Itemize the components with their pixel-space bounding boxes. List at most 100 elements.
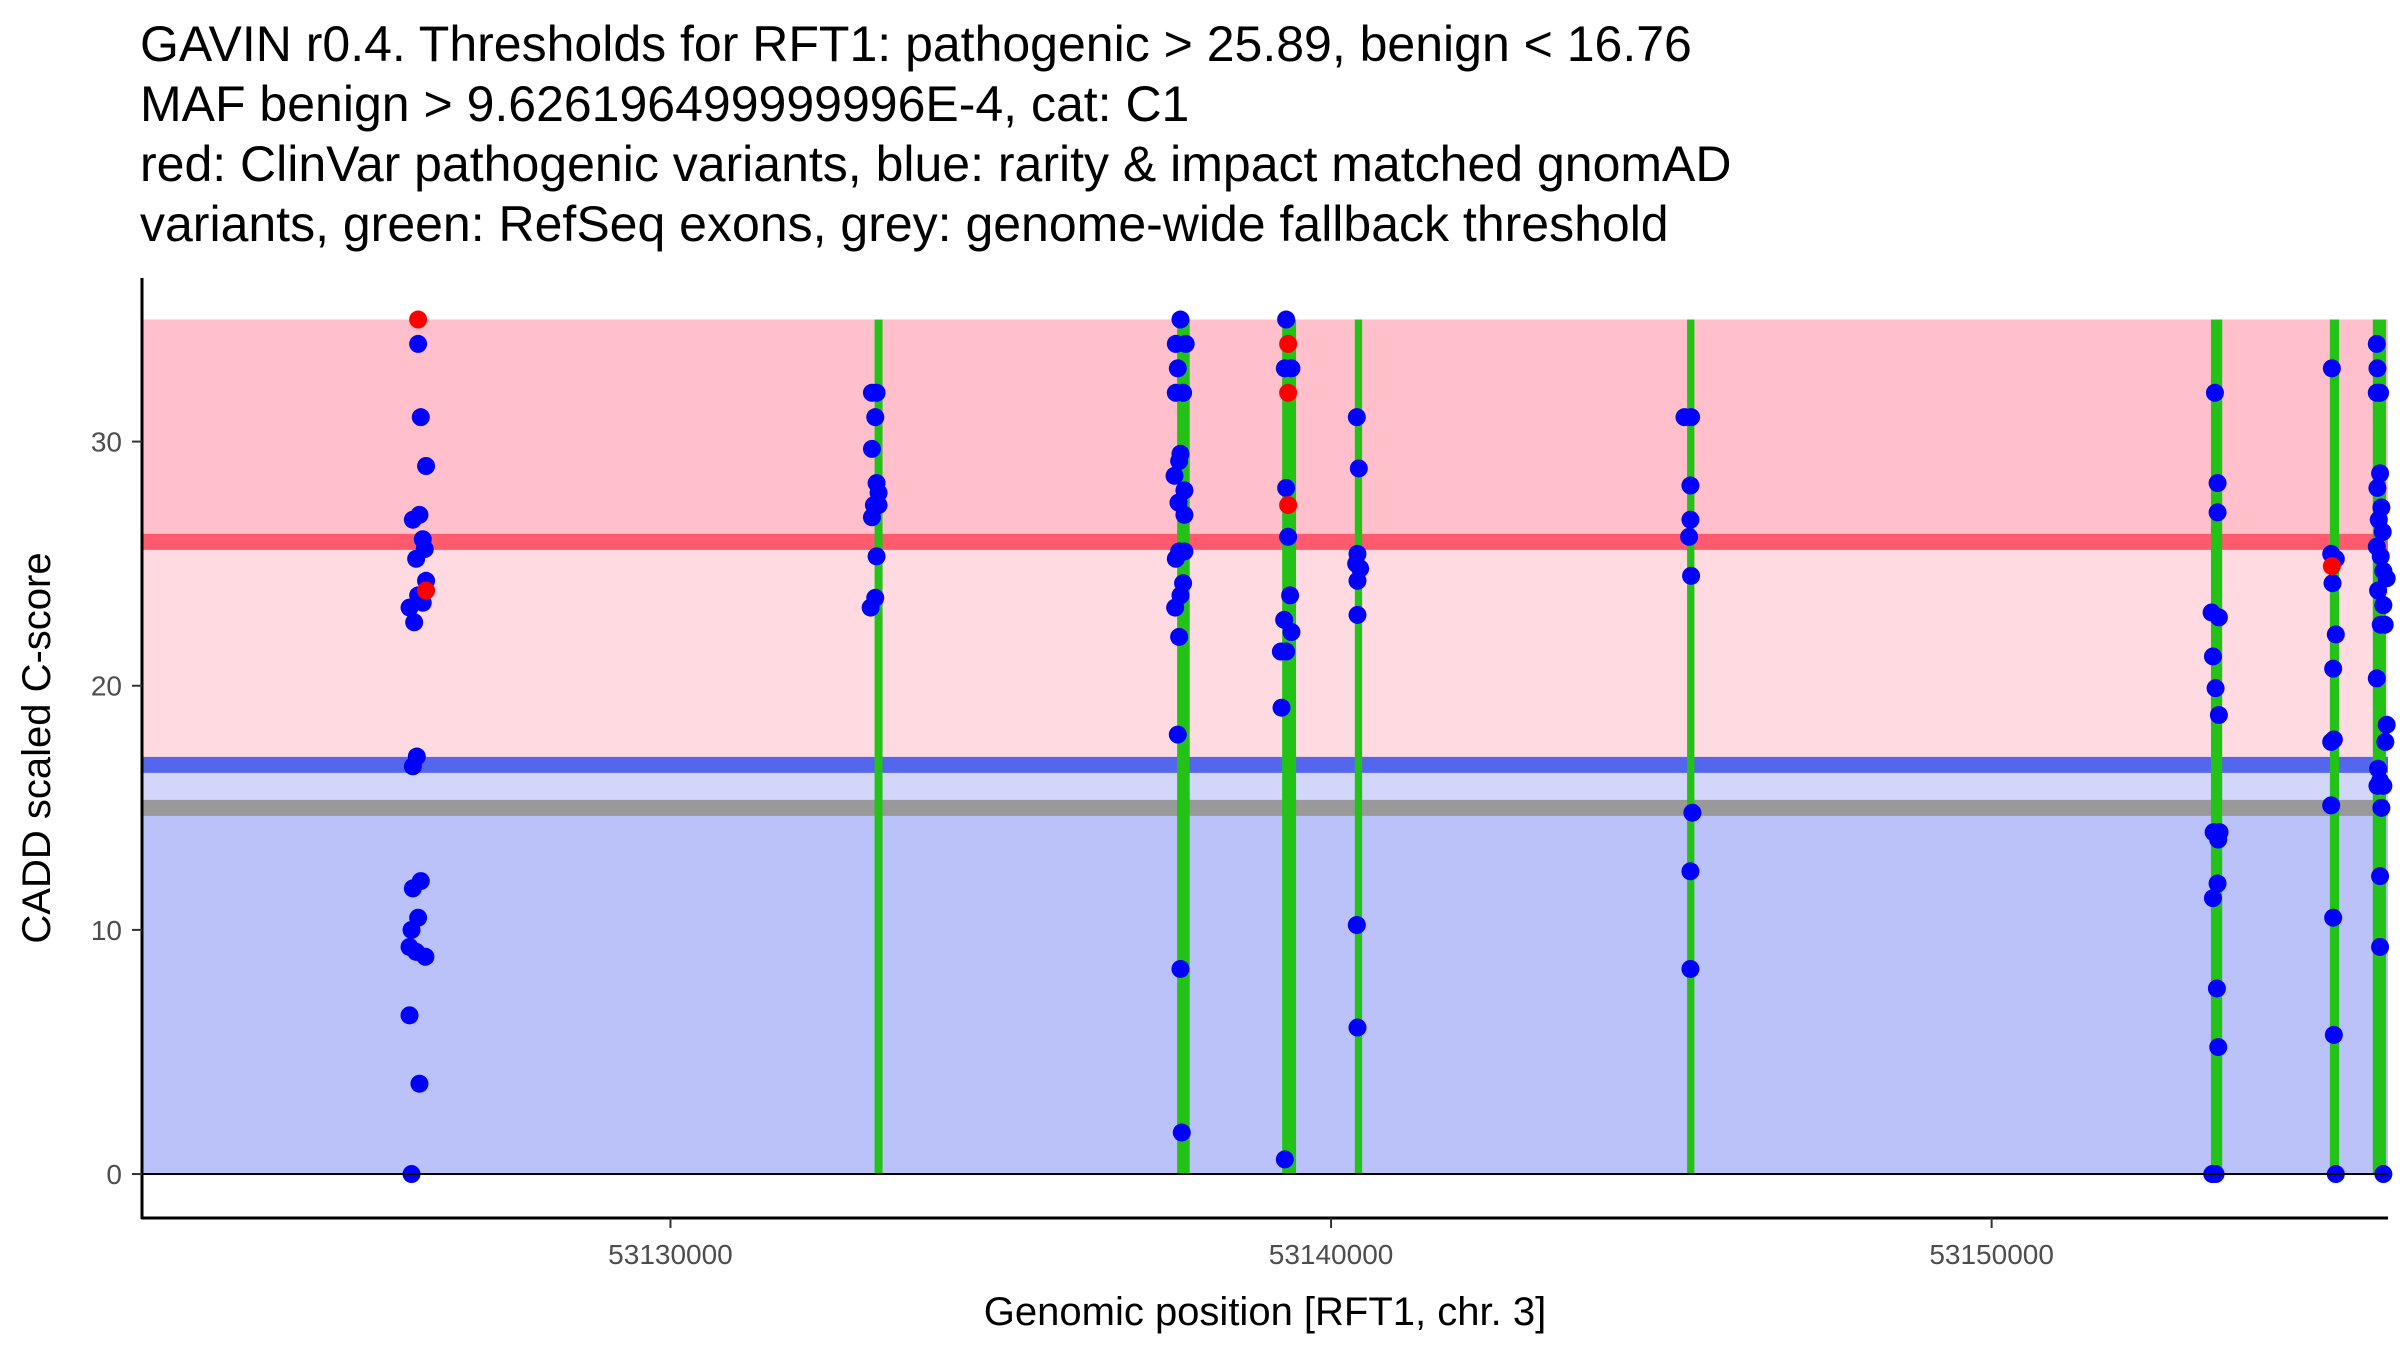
gnomad-point [2374, 776, 2393, 795]
clinvar-point [2322, 557, 2341, 576]
gnomad-point [1170, 452, 1189, 471]
gnomad-point [2209, 608, 2228, 627]
y-tick-label: 10 [91, 915, 122, 946]
gnomad-point [2376, 732, 2395, 751]
exon-bar [2210, 319, 2223, 1175]
title-line-2: MAF benign > 9.626196499999996E-4, cat: … [140, 76, 1190, 132]
gnomad-point [1682, 408, 1701, 427]
gnomad-point [410, 1074, 429, 1093]
gnomad-point [407, 549, 426, 568]
gnomad-point [411, 408, 430, 427]
gnomad-point [2367, 669, 2386, 688]
threshold-regions [142, 319, 2388, 1175]
gnomad-point [2368, 478, 2387, 497]
gnomad-point [1275, 1150, 1294, 1169]
gnomad-point [1171, 310, 1190, 329]
gnomad-point [1171, 959, 1190, 978]
gnomad-point [1282, 359, 1301, 378]
gnomad-point [1176, 334, 1195, 353]
gnomad-point [2371, 867, 2390, 886]
gnomad-point [862, 439, 881, 458]
gnomad-point [867, 383, 886, 402]
pathogenic-region [142, 319, 2388, 542]
gnomad-point [410, 505, 429, 524]
gnomad-point [2324, 1025, 2343, 1044]
y-axis-ticks: 0 10 20 30 [91, 427, 142, 1190]
clinvar-point [417, 581, 436, 600]
gnomad-point [1165, 466, 1184, 485]
gnomad-point [2209, 830, 2228, 849]
gnomad-point [400, 1006, 419, 1025]
y-tick-label: 30 [91, 427, 122, 458]
gnomad-point [2377, 715, 2396, 734]
gnomad-point [1681, 510, 1700, 529]
gnomad-point [1348, 1018, 1367, 1037]
gnomad-point [2323, 574, 2342, 593]
variant-points [400, 310, 2396, 1184]
gnomad-point [2208, 474, 2227, 493]
gnomad-point [867, 547, 886, 566]
gnomad-point [1166, 598, 1185, 617]
gnomad-point [1174, 383, 1193, 402]
gnomad-point [2371, 464, 2390, 483]
gnomad-point [1277, 642, 1296, 661]
exon-bar [874, 319, 883, 1175]
gnomad-point [866, 408, 885, 427]
x-tick-label: 53150000 [1929, 1239, 2054, 1270]
gnomad-point [2324, 908, 2343, 927]
y-axis-title: CADD scaled C-score [15, 552, 59, 943]
y-tick-label: 0 [106, 1159, 122, 1190]
gnomad-point [1166, 549, 1185, 568]
gnomad-point [1279, 527, 1298, 546]
gnomad-point [1680, 527, 1699, 546]
gnomad-point [1681, 476, 1700, 495]
gnomad-point [402, 920, 421, 939]
gnomad-point [405, 613, 424, 632]
gnomad-point [861, 598, 880, 617]
gnomad-point [2207, 979, 2226, 998]
gnomad-point [1175, 505, 1194, 524]
gnomad-point [2371, 383, 2390, 402]
gnomad-point [1282, 623, 1301, 642]
gnomad-point [1681, 959, 1700, 978]
gnomad-point [1348, 605, 1367, 624]
gnomad-point [2322, 796, 2341, 815]
gnomad-point [2209, 1038, 2228, 1057]
clinvar-point [1279, 496, 1298, 515]
gnomad-point [2324, 659, 2343, 678]
gnomad-point [1168, 359, 1187, 378]
gnomad-point [1277, 478, 1296, 497]
gnomad-point [1349, 459, 1368, 478]
gnomad-point [1277, 310, 1296, 329]
threshold-lines [142, 533, 2388, 816]
clinvar-point [1279, 334, 1298, 353]
gnomad-point [2206, 679, 2225, 698]
gnomad-point [1172, 1123, 1191, 1142]
gnomad-point [416, 947, 435, 966]
gnomad-point [409, 334, 428, 353]
benign-region [142, 807, 2388, 1175]
uncertain-region [142, 541, 2388, 765]
gnomad-point [2375, 615, 2394, 634]
gnomad-point [2368, 359, 2387, 378]
gnomad-point [1168, 725, 1187, 744]
title-line-3: red: ClinVar pathogenic variants, blue: … [140, 136, 1732, 192]
gnomad-point [2374, 596, 2393, 615]
gnomad-point [2326, 625, 2345, 644]
x-tick-label: 53140000 [1269, 1239, 1394, 1270]
title-line-4: variants, green: RefSeq exons, grey: gen… [140, 196, 1669, 252]
gnomad-point [1347, 408, 1366, 427]
gnomad-point [2369, 581, 2388, 600]
y-tick-label: 20 [91, 671, 122, 702]
gnomad-point [2372, 798, 2391, 817]
exon-bar [1282, 319, 1297, 1175]
gnomad-point [417, 457, 436, 475]
gnomad-point [862, 508, 881, 527]
x-axis-title: Genomic position [RFT1, chr. 3] [984, 1290, 1546, 1334]
gnomad-point [2208, 874, 2227, 893]
gnomad-point [403, 757, 422, 776]
gnomad-point [2208, 503, 2227, 522]
gnomad-point [1348, 571, 1367, 590]
gnomad-point [1272, 698, 1291, 717]
